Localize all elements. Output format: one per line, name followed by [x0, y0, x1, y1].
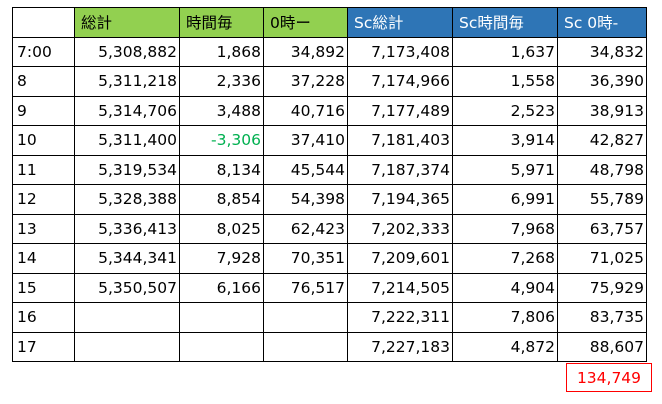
cell-total[interactable] [74, 302, 180, 333]
cell-total[interactable]: 5,328,388 [74, 184, 180, 215]
cell-sc-since-midnight[interactable]: 48,798 [557, 154, 647, 185]
cell-row-label[interactable]: 8 [12, 66, 75, 97]
cell-since-midnight[interactable]: 76,517 [263, 272, 348, 303]
total-value-box[interactable]: 134,749 [566, 363, 652, 392]
cell-sc-hourly[interactable]: 7,968 [452, 213, 558, 244]
cell-sc-total[interactable]: 7,214,505 [347, 272, 453, 303]
table-row: 10 5,311,400 -3,306 37,410 7,181,403 3,914 42,… [12, 125, 647, 156]
table-row: 8 5,311,218 2,336 37,228 7,174,966 1,558 36,39… [12, 66, 647, 97]
cell-hourly[interactable]: 8,854 [179, 184, 264, 215]
cell-row-label[interactable]: 13 [12, 213, 75, 244]
data-table: 総計 時間毎 0時ー Sc総計 Sc時間毎 Sc 0時- 7:00 5,308,8… [12, 7, 647, 362]
cell-row-label[interactable]: 10 [12, 125, 75, 156]
cell-sc-hourly[interactable]: 7,806 [452, 302, 558, 333]
header-row: 総計 時間毎 0時ー Sc総計 Sc時間毎 Sc 0時- [12, 7, 647, 38]
table-row: 11 5,319,534 8,134 45,544 7,187,374 5,971 48,7… [12, 154, 647, 185]
cell-total[interactable] [74, 331, 180, 362]
cell-row-label[interactable]: 15 [12, 272, 75, 303]
cell-hourly[interactable]: 8,025 [179, 213, 264, 244]
table-row: 7:00 5,308,882 1,868 34,892 7,173,408 1,637 34… [12, 36, 647, 67]
cell-total[interactable]: 5,344,341 [74, 243, 180, 274]
cell-sc-since-midnight[interactable]: 36,390 [557, 66, 647, 97]
cell-since-midnight[interactable]: 37,228 [263, 66, 348, 97]
cell-row-label[interactable]: 11 [12, 154, 75, 185]
cell-hourly[interactable]: 2,336 [179, 66, 264, 97]
cell-sc-since-midnight[interactable]: 83,735 [557, 302, 647, 333]
cell-sc-hourly[interactable]: 7,268 [452, 243, 558, 274]
cell-since-midnight[interactable]: 34,892 [263, 36, 348, 67]
cell-sc-hourly[interactable]: 5,971 [452, 154, 558, 185]
header-cell-sc-hourly[interactable]: Sc時間毎 [452, 7, 558, 38]
cell-sc-since-midnight[interactable]: 55,789 [557, 184, 647, 215]
cell-row-label[interactable]: 16 [12, 302, 75, 333]
cell-sc-since-midnight[interactable]: 75,929 [557, 272, 647, 303]
cell-sc-since-midnight[interactable]: 34,832 [557, 36, 647, 67]
cell-since-midnight[interactable]: 54,398 [263, 184, 348, 215]
table-row: 16 7,222,311 7,806 83,735 [12, 302, 647, 333]
cell-sc-hourly[interactable]: 1,558 [452, 66, 558, 97]
cell-row-label[interactable]: 7:00 [12, 36, 75, 67]
header-cell-corner[interactable] [12, 7, 75, 38]
cell-sc-hourly[interactable]: 3,914 [452, 125, 558, 156]
table-row: 9 5,314,706 3,488 40,716 7,177,489 2,523 38,91… [12, 95, 647, 126]
cell-total[interactable]: 5,350,507 [74, 272, 180, 303]
cell-since-midnight[interactable]: 37,410 [263, 125, 348, 156]
header-cell-hourly[interactable]: 時間毎 [179, 7, 264, 38]
cell-since-midnight[interactable]: 40,716 [263, 95, 348, 126]
cell-sc-total[interactable]: 7,174,966 [347, 66, 453, 97]
table-row: 13 5,336,413 8,025 62,423 7,202,333 7,968 63,7… [12, 213, 647, 244]
cell-sc-total[interactable]: 7,173,408 [347, 36, 453, 67]
cell-row-label[interactable]: 12 [12, 184, 75, 215]
cell-hourly[interactable]: 7,928 [179, 243, 264, 274]
cell-since-midnight[interactable]: 62,423 [263, 213, 348, 244]
header-cell-since-midnight[interactable]: 0時ー [263, 7, 348, 38]
cell-hourly[interactable] [179, 302, 264, 333]
cell-hourly[interactable]: 1,868 [179, 36, 264, 67]
cell-since-midnight[interactable]: 45,544 [263, 154, 348, 185]
cell-row-label[interactable]: 14 [12, 243, 75, 274]
cell-sc-since-midnight[interactable]: 71,025 [557, 243, 647, 274]
cell-sc-since-midnight[interactable]: 88,607 [557, 331, 647, 362]
cell-sc-since-midnight[interactable]: 38,913 [557, 95, 647, 126]
cell-sc-total[interactable]: 7,194,365 [347, 184, 453, 215]
cell-sc-total[interactable]: 7,209,601 [347, 243, 453, 274]
cell-sc-hourly[interactable]: 4,872 [452, 331, 558, 362]
cell-since-midnight[interactable] [263, 302, 348, 333]
cell-hourly[interactable]: 8,134 [179, 154, 264, 185]
cell-total[interactable]: 5,314,706 [74, 95, 180, 126]
cell-total[interactable]: 5,311,218 [74, 66, 180, 97]
cell-sc-total[interactable]: 7,202,333 [347, 213, 453, 244]
cell-sc-hourly[interactable]: 1,637 [452, 36, 558, 67]
cell-sc-hourly[interactable]: 2,523 [452, 95, 558, 126]
cell-hourly[interactable]: 3,488 [179, 95, 264, 126]
table-row: 15 5,350,507 6,166 76,517 7,214,505 4,904 75,9… [12, 272, 647, 303]
cell-row-label[interactable]: 9 [12, 95, 75, 126]
cell-sc-total[interactable]: 7,177,489 [347, 95, 453, 126]
table-row: 17 7,227,183 4,872 88,607 [12, 331, 647, 362]
cell-row-label[interactable]: 17 [12, 331, 75, 362]
cell-since-midnight[interactable] [263, 331, 348, 362]
cell-hourly[interactable]: -3,306 [179, 125, 264, 156]
cell-total[interactable]: 5,319,534 [74, 154, 180, 185]
cell-sc-since-midnight[interactable]: 63,757 [557, 213, 647, 244]
cell-hourly[interactable] [179, 331, 264, 362]
cell-total[interactable]: 5,336,413 [74, 213, 180, 244]
header-cell-sc-since-midnight[interactable]: Sc 0時- [557, 7, 647, 38]
cell-sc-total[interactable]: 7,187,374 [347, 154, 453, 185]
cell-sc-hourly[interactable]: 6,991 [452, 184, 558, 215]
header-cell-sc-total[interactable]: Sc総計 [347, 7, 453, 38]
cell-sc-total[interactable]: 7,227,183 [347, 331, 453, 362]
table-row: 12 5,328,388 8,854 54,398 7,194,365 6,991 55,7… [12, 184, 647, 215]
cell-sc-hourly[interactable]: 4,904 [452, 272, 558, 303]
cell-since-midnight[interactable]: 70,351 [263, 243, 348, 274]
cell-sc-since-midnight[interactable]: 42,827 [557, 125, 647, 156]
table-row: 14 5,344,341 7,928 70,351 7,209,601 7,268 71,0… [12, 243, 647, 274]
cell-total[interactable]: 5,311,400 [74, 125, 180, 156]
cell-hourly[interactable]: 6,166 [179, 272, 264, 303]
cell-total[interactable]: 5,308,882 [74, 36, 180, 67]
header-cell-total[interactable]: 総計 [74, 7, 180, 38]
cell-sc-total[interactable]: 7,222,311 [347, 302, 453, 333]
cell-sc-total[interactable]: 7,181,403 [347, 125, 453, 156]
